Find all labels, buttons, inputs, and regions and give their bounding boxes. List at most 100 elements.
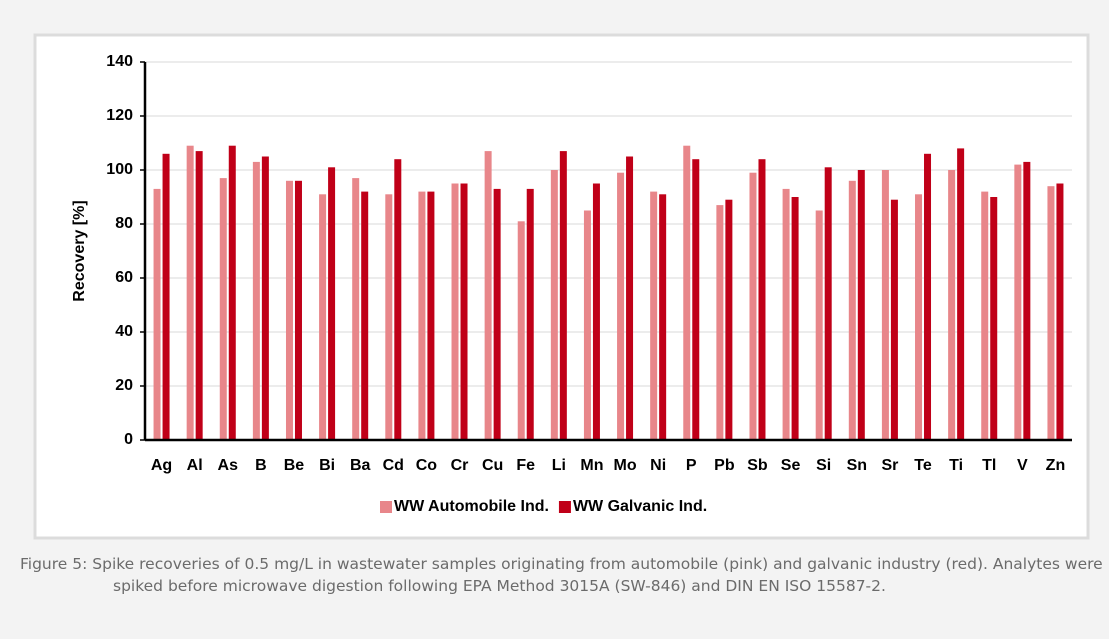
bar	[526, 188, 534, 440]
x-tick-label: B	[255, 457, 267, 474]
bar	[583, 210, 591, 440]
bar	[782, 188, 790, 440]
chart: Recovery [%] 0 20 40 60 80 100 120 140 Ag Al As B Be…	[33, 33, 1090, 540]
bar	[328, 167, 336, 441]
bar	[1023, 161, 1031, 440]
x-tick-label: Bi	[319, 457, 335, 474]
x-tick-label: Se	[781, 457, 801, 474]
x-tick-label: Cu	[482, 457, 503, 474]
x-tick-label: Cd	[383, 457, 404, 474]
x-tick-label: P	[686, 457, 697, 474]
bar	[517, 221, 525, 440]
x-tick-label: As	[218, 457, 239, 474]
bar	[451, 183, 459, 440]
bar	[592, 183, 600, 440]
x-tick-label: Cr	[451, 457, 469, 474]
y-tick-label: 40	[115, 323, 133, 340]
bar	[261, 156, 269, 440]
bar	[683, 145, 691, 440]
y-axis-label: Recovery [%]	[71, 200, 88, 301]
bar	[848, 180, 856, 441]
bar	[626, 156, 634, 440]
x-tick-label: Pb	[714, 457, 735, 474]
bar	[285, 180, 293, 441]
x-tick-label: Li	[552, 457, 566, 474]
bar	[162, 153, 170, 441]
bar	[252, 161, 260, 440]
bar	[1056, 183, 1064, 440]
bar	[650, 191, 658, 440]
y-tick-label: 0	[124, 431, 133, 448]
legend-label: WW Galvanic Ind.	[573, 498, 707, 515]
x-tick-label: Mo	[613, 457, 636, 474]
y-tick-label: 80	[115, 215, 133, 232]
x-tick-label: Tl	[982, 457, 996, 474]
bar	[692, 159, 700, 440]
bar	[493, 188, 501, 440]
bar	[228, 145, 236, 440]
bar	[824, 167, 832, 441]
bar	[1047, 186, 1055, 440]
figure-caption: Figure 5: Spike recoveries of 0.5 mg/L i…	[20, 555, 1103, 595]
x-tick-label: Sb	[747, 457, 768, 474]
x-tick-label: Zn	[1046, 457, 1066, 474]
y-tick-label: 60	[115, 269, 133, 286]
bar	[957, 148, 965, 440]
y-tick-label: 100	[106, 161, 133, 178]
x-tick-label: Al	[187, 457, 203, 474]
x-tick-label: Sn	[847, 457, 867, 474]
x-tick-label: Ni	[650, 457, 666, 474]
bar	[460, 183, 468, 440]
bar	[716, 205, 724, 440]
bar	[725, 199, 733, 440]
bar	[981, 191, 989, 440]
bar	[385, 194, 393, 440]
bar	[749, 172, 757, 440]
x-tick-label: Si	[816, 457, 831, 474]
bar	[394, 159, 402, 440]
bar	[361, 191, 369, 440]
legend-swatch	[380, 501, 392, 513]
bar	[890, 199, 898, 440]
y-tick-label: 20	[115, 377, 133, 394]
x-tick-label: Mn	[580, 457, 603, 474]
bar	[550, 170, 558, 440]
x-tick-label: Be	[284, 457, 305, 474]
y-tick-label: 140	[106, 53, 133, 70]
x-tick-label: Ti	[949, 457, 963, 474]
bar	[153, 188, 161, 440]
bar	[815, 210, 823, 440]
bar	[294, 180, 302, 441]
bar	[881, 170, 889, 440]
x-tick-label: Te	[914, 457, 932, 474]
bar	[659, 194, 667, 440]
x-tick-label: Ba	[350, 457, 371, 474]
bar	[1014, 164, 1022, 440]
bar	[915, 194, 923, 440]
x-tick-label: Sr	[881, 457, 898, 474]
x-tick-label: V	[1017, 457, 1028, 474]
bar	[418, 191, 426, 440]
bar	[948, 170, 956, 440]
bar	[617, 172, 625, 440]
bar	[990, 197, 998, 440]
x-tick-label: Ag	[151, 457, 172, 474]
legend-swatch	[558, 501, 571, 513]
bar	[758, 159, 766, 440]
bar	[791, 197, 799, 440]
legend-label: WW Automobile Ind.	[394, 498, 549, 515]
bar	[319, 194, 327, 440]
bar	[857, 170, 865, 440]
bar	[427, 191, 435, 440]
y-tick-label: 120	[106, 107, 133, 124]
bar	[484, 151, 492, 440]
bar	[924, 153, 932, 441]
bar	[559, 151, 567, 440]
bar	[195, 151, 203, 440]
bar	[352, 178, 360, 440]
x-tick-label: Fe	[516, 457, 535, 474]
x-tick-label: Co	[416, 457, 438, 474]
bar	[219, 178, 227, 440]
bar	[186, 145, 194, 440]
